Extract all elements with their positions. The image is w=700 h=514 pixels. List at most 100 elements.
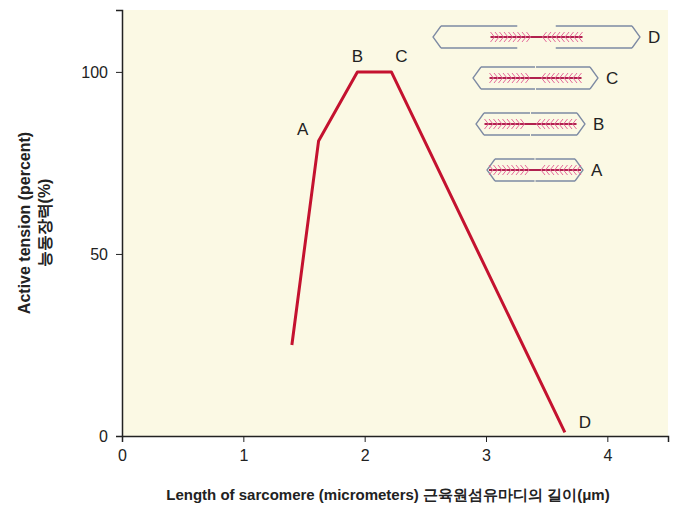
myosin-head — [568, 165, 572, 175]
myosin-head — [494, 165, 498, 175]
y-axis: 0 50 100 — [81, 11, 122, 445]
thin-filament — [441, 25, 517, 26]
data-layer — [292, 72, 565, 432]
x-axis-line — [123, 437, 669, 443]
myosin-head — [542, 73, 546, 83]
thin-filament — [441, 47, 517, 48]
y-tick-label: 50 — [90, 246, 108, 263]
myosin-head — [546, 119, 550, 129]
myosin-head — [556, 32, 560, 42]
point-label: A — [297, 120, 309, 139]
sarcomere-diagram: D — [433, 26, 660, 48]
myosin-head — [559, 165, 563, 175]
x-tick: 3 — [482, 436, 491, 464]
thick-filament — [490, 77, 582, 79]
myosin-head — [578, 73, 582, 83]
tension-line — [292, 72, 565, 432]
myosin-head — [546, 165, 550, 175]
myosin-head — [527, 32, 531, 42]
myosin-head — [507, 165, 511, 175]
myosin-head — [574, 32, 578, 42]
x-tick-mark — [486, 436, 487, 442]
myosin-head — [552, 32, 556, 42]
y-tick: 0 — [99, 428, 122, 445]
z-line — [577, 113, 585, 135]
x-tick-label: 3 — [482, 447, 491, 464]
x-tick-mark — [243, 436, 244, 442]
myosin-head — [494, 119, 498, 129]
point-label: B — [352, 47, 363, 66]
z-line — [476, 113, 484, 135]
myosin-head — [564, 165, 568, 175]
myosin-head — [559, 119, 563, 129]
myosin-head — [546, 73, 550, 83]
myosin-head — [503, 165, 507, 175]
y-tick-mark — [116, 254, 122, 255]
myosin-head — [560, 73, 564, 83]
myosin-head — [521, 73, 525, 83]
plot-background — [122, 10, 668, 436]
thin-filament — [536, 66, 590, 67]
myosin-head — [512, 165, 516, 175]
x-tick-label: 4 — [603, 447, 612, 464]
sarcomere-diagram: C — [473, 67, 618, 89]
x-tick: 1 — [239, 436, 248, 464]
sarcomere-diagram: B — [476, 113, 604, 135]
y-tick-mark — [116, 436, 122, 437]
myosin-head — [550, 165, 554, 175]
myosin-head — [555, 119, 559, 129]
myosin-head — [564, 119, 568, 129]
myosin-head — [525, 165, 529, 175]
myosin-head — [568, 119, 572, 129]
myosin-head — [498, 165, 502, 175]
myosin-head — [573, 119, 577, 129]
myosin-head — [490, 73, 494, 83]
diagram-label: B — [593, 115, 604, 134]
thick-filament — [489, 169, 581, 171]
thin-filament — [495, 180, 535, 181]
thick-filament — [485, 123, 577, 125]
myosin-head — [551, 73, 555, 83]
myosin-head — [503, 119, 507, 129]
x-tick: 0 — [118, 436, 127, 464]
y-tick: 50 — [90, 246, 122, 263]
myosin-head — [516, 165, 520, 175]
myosin-head — [489, 119, 493, 129]
y-tick-label: 0 — [99, 428, 108, 445]
myosin-head — [499, 73, 503, 83]
myosin-head — [498, 119, 502, 129]
z-line — [590, 67, 598, 89]
myosin-head — [485, 119, 489, 129]
y-axis-title: Active tension (percent) — [16, 132, 33, 314]
myosin-head — [522, 32, 526, 42]
y-axis-title: 능동장력(%) — [36, 179, 53, 268]
myosin-head — [503, 73, 507, 83]
z-line — [473, 67, 481, 89]
thin-filament — [531, 112, 577, 113]
thin-filament — [536, 88, 590, 89]
myosin-head — [543, 32, 547, 42]
thin-filament — [536, 158, 576, 159]
myosin-head — [500, 32, 504, 42]
myosin-head — [508, 73, 512, 83]
x-axis: 01234 — [118, 436, 668, 464]
myosin-head — [541, 165, 545, 175]
myosin-head — [555, 73, 559, 83]
point-labels: ABCD — [297, 47, 591, 432]
myosin-head — [564, 73, 568, 83]
y-tick-label: 100 — [81, 64, 108, 81]
myosin-head — [512, 73, 516, 83]
sarcomere-diagram: A — [487, 159, 603, 181]
myosin-head — [512, 119, 516, 129]
myosin-head — [518, 32, 522, 42]
y-tick: 100 — [81, 64, 122, 81]
point-label: D — [579, 413, 591, 432]
myosin-head — [517, 73, 521, 83]
myosin-head — [565, 32, 569, 42]
thin-filament — [495, 158, 535, 159]
z-line — [632, 26, 640, 48]
diagram-label: C — [606, 69, 618, 88]
myosin-head — [573, 165, 577, 175]
myosin-head — [521, 119, 525, 129]
thick-filament — [491, 36, 583, 38]
